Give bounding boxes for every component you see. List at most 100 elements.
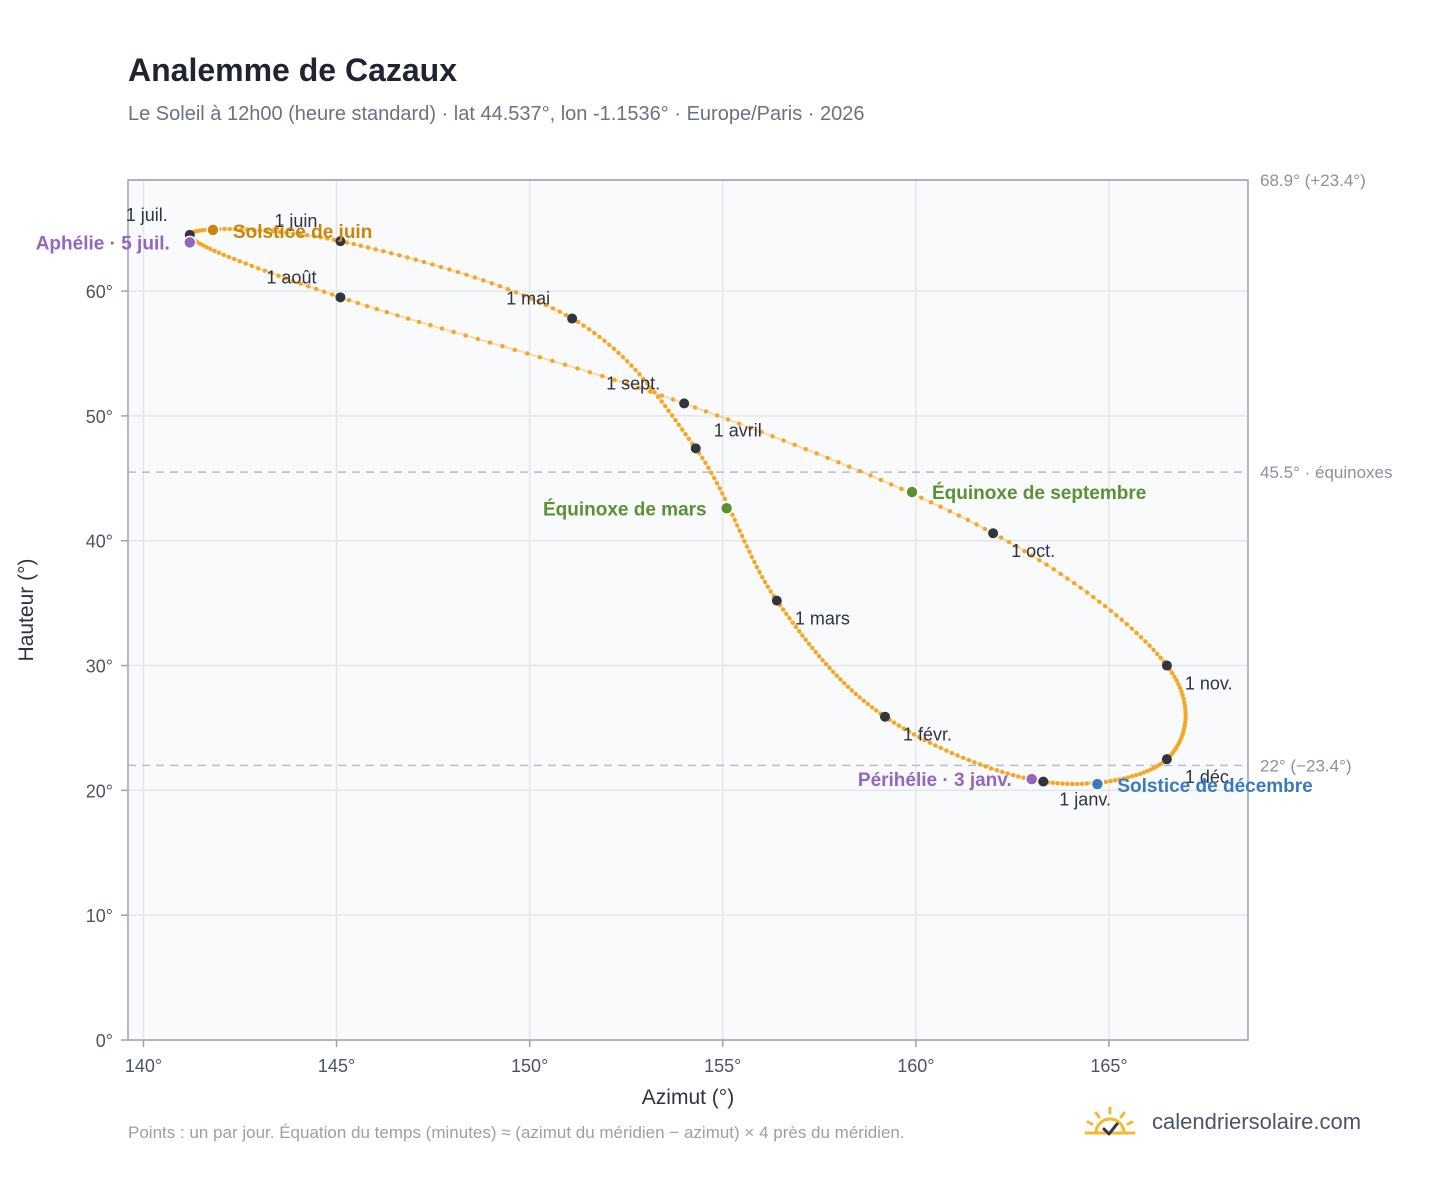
daily-sun-point	[537, 355, 543, 360]
daily-sun-point	[1103, 604, 1108, 609]
daily-sun-point	[529, 296, 534, 301]
daily-sun-point	[331, 237, 337, 242]
event-label: Équinoxe de mars	[543, 498, 707, 520]
daily-sun-point	[800, 633, 805, 638]
daily-sun-point	[754, 564, 760, 570]
daily-sun-point	[636, 385, 641, 390]
month-label: 1 janv.	[1059, 790, 1111, 810]
daily-sun-point	[405, 316, 411, 321]
daily-sun-point	[857, 695, 862, 700]
daily-sun-point	[563, 312, 569, 318]
daily-sun-point	[1074, 781, 1080, 787]
daily-sun-point	[321, 289, 327, 294]
daily-sun-point	[1158, 655, 1163, 660]
daily-sun-point	[314, 286, 319, 292]
chart-title: Analemme de Cazaux	[128, 52, 458, 88]
daily-sun-point	[463, 333, 468, 338]
daily-sun-point	[237, 259, 242, 264]
daily-sun-point	[451, 329, 456, 335]
daily-sun-point	[1134, 630, 1139, 636]
daily-sun-point	[1138, 635, 1144, 640]
daily-sun-point	[1170, 670, 1175, 676]
daily-sun-point	[464, 272, 469, 277]
daily-sun-point	[264, 228, 269, 233]
month-marker	[879, 711, 890, 722]
daily-sun-point	[669, 413, 675, 418]
daily-sun-point	[683, 432, 688, 437]
daily-sun-point	[1078, 585, 1083, 590]
daily-sun-point	[842, 681, 847, 686]
x-tick-label: 160°	[897, 1056, 934, 1076]
daily-sun-point	[919, 495, 924, 500]
daily-sun-point	[874, 708, 879, 713]
daily-sun-point	[1000, 769, 1005, 775]
daily-sun-point	[972, 760, 977, 765]
daily-sun-point	[1174, 678, 1179, 683]
daily-sun-point	[762, 579, 768, 585]
daily-sun-point	[1021, 775, 1026, 780]
daily-sun-point	[768, 589, 773, 594]
daily-sun-point	[620, 354, 626, 360]
daily-sun-point	[1065, 781, 1070, 786]
daily-sun-point	[1091, 594, 1096, 600]
daily-sun-point	[439, 326, 445, 331]
daily-sun-point	[276, 273, 281, 278]
x-tick-label: 155°	[704, 1056, 741, 1076]
daily-sun-point	[1065, 576, 1070, 581]
daily-sun-point	[438, 264, 444, 270]
daily-sun-point	[581, 323, 586, 328]
month-label: 1 oct.	[1011, 541, 1055, 561]
daily-sun-point	[659, 399, 664, 404]
y-tick-label: 60°	[86, 282, 113, 302]
daily-sun-point	[226, 254, 232, 260]
daily-sun-point	[1070, 781, 1075, 787]
daily-sun-point	[944, 748, 949, 753]
daily-sun-point	[550, 358, 555, 364]
event-label: Solstice de juin	[233, 222, 372, 243]
daily-sun-point	[1050, 780, 1056, 785]
daily-sun-point	[1129, 774, 1135, 779]
daily-sun-point	[212, 248, 217, 254]
daily-sun-point	[1037, 558, 1042, 563]
y-tick-label: 10°	[86, 906, 113, 926]
daily-sun-point	[911, 732, 917, 737]
daily-sun-point	[257, 228, 263, 233]
chart-subtitle: Le Soleil à 12h00 (heure standard) · lat…	[128, 103, 865, 125]
month-label: 1 mars	[795, 609, 850, 629]
daily-sun-point	[994, 768, 999, 773]
daily-sun-point	[906, 729, 912, 734]
daily-sun-point	[270, 229, 276, 234]
daily-sun-point	[928, 500, 934, 505]
daily-sun-point	[806, 641, 812, 647]
event-marker	[1024, 772, 1039, 786]
daily-sun-point	[955, 753, 960, 758]
daily-sun-point	[1060, 781, 1065, 786]
brand[interactable]: calendriersolaire.com	[1082, 1102, 1361, 1142]
reference-line-label: 45.5° · équinoxes	[1260, 463, 1393, 482]
daily-sun-point	[889, 482, 894, 487]
daily-sun-point	[1182, 703, 1188, 708]
event-marker	[905, 485, 919, 499]
daily-sun-point	[757, 569, 762, 575]
daily-sun-point	[575, 319, 581, 325]
daily-sun-point	[298, 232, 303, 237]
daily-sun-point	[982, 526, 988, 532]
daily-sun-point	[373, 247, 378, 252]
daily-sun-point	[956, 513, 962, 518]
daily-sun-point	[927, 740, 933, 745]
sun-check-icon	[1084, 1106, 1136, 1136]
daily-sun-point	[208, 246, 213, 252]
month-marker	[771, 595, 782, 606]
daily-sun-point	[712, 475, 717, 481]
daily-sun-point	[1097, 599, 1102, 604]
daily-sun-point	[597, 334, 602, 340]
daily-sun-point	[306, 284, 311, 289]
daily-sun-point	[1176, 682, 1181, 687]
month-marker	[690, 443, 701, 454]
daily-sun-point	[497, 284, 503, 289]
daily-sun-point	[1124, 622, 1130, 627]
event-marker	[183, 235, 197, 250]
daily-sun-point	[737, 421, 742, 426]
daily-sun-point	[847, 464, 852, 469]
